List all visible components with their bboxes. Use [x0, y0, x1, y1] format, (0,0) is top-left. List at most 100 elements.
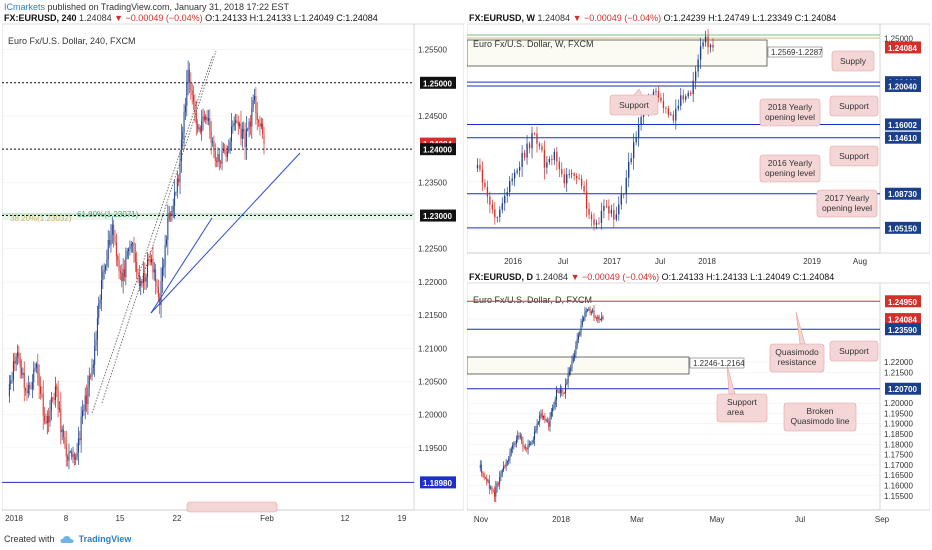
- price-tag-1.20700: 1.20700: [888, 385, 917, 394]
- weekly-chart[interactable]: 1.2569-1.2287 Euro Fx/U.S. Dollar, W, FX…: [467, 13, 930, 269]
- tradingview-brand[interactable]: TradingView: [78, 533, 132, 544]
- candle-body: [579, 331, 581, 336]
- x-tick-label: Aug: [853, 257, 867, 266]
- candle-body: [128, 248, 130, 251]
- candle-body: [137, 271, 139, 275]
- daily-symbol: FX:EURUSD, D: [469, 272, 534, 282]
- candle-body: [190, 82, 192, 91]
- candle-body: [76, 452, 78, 458]
- svg-text:2018 Yearly: 2018 Yearly: [768, 102, 813, 112]
- price-tag-1.24000-bg: [420, 143, 456, 156]
- candle-body: [525, 446, 526, 449]
- candle-body: [105, 266, 107, 270]
- candle-body: [174, 192, 176, 206]
- callout-quasimodo-resistance: Quasimodo resistance: [769, 311, 825, 373]
- candle-body: [541, 413, 543, 418]
- candle-body: [170, 213, 172, 216]
- candle-body: [536, 133, 538, 144]
- x-tick-label: Jul: [558, 257, 568, 266]
- daily-chart-panel[interactable]: FX:EURUSD, D 1.24084 ▼ −0.00049 (−0.04%)…: [467, 272, 930, 525]
- price-tag-1.08730-bg: [885, 187, 921, 200]
- candle-body: [682, 95, 684, 100]
- candle-body: [75, 457, 77, 460]
- candle-body: [68, 451, 70, 461]
- x-tick-label: 2018: [698, 257, 716, 266]
- y-tick-label: 1.22500: [418, 245, 447, 254]
- candle-body: [489, 196, 491, 205]
- candle-body: [248, 121, 250, 130]
- candle-body: [165, 239, 167, 245]
- candle-body: [88, 375, 90, 387]
- published-text: published on TradingView.com, January 31…: [47, 2, 290, 12]
- candle-body: [628, 161, 630, 178]
- candle-body: [60, 408, 62, 433]
- candle-body: [15, 356, 17, 364]
- candle-body: [54, 386, 56, 401]
- trendline-inner[interactable]: [150, 217, 213, 314]
- candle-body: [123, 269, 125, 278]
- weekly-symbol-line: FX:EURUSD, W 1.24084 ▼ −0.00049 (−0.04%)…: [469, 13, 836, 23]
- candle-body: [712, 44, 714, 48]
- candle-body: [73, 454, 75, 460]
- weekly-chart-panel[interactable]: FX:EURUSD, W 1.24084 ▼ −0.00049 (−0.04%)…: [467, 13, 930, 269]
- candle-body: [563, 174, 565, 184]
- candle-body: [632, 142, 635, 159]
- candle-body: [532, 439, 534, 443]
- candle-body: [121, 272, 123, 282]
- x-tick-label: Jul: [655, 257, 665, 266]
- weekly-supply-zone[interactable]: [467, 39, 768, 67]
- candle-body: [224, 149, 226, 151]
- candle-body: [562, 392, 564, 394]
- candle-body: [40, 386, 42, 394]
- candle-body: [590, 214, 593, 220]
- candle-body: [29, 385, 31, 389]
- x-tick-label: Jul: [795, 515, 805, 524]
- candle-body: [625, 177, 627, 195]
- x-tick-label: 2016: [504, 257, 522, 266]
- candle-body: [217, 154, 219, 163]
- candle-body: [670, 114, 672, 116]
- candle-body: [72, 454, 74, 457]
- candle-body: [503, 466, 505, 471]
- daily-support-area-zone[interactable]: [467, 356, 690, 375]
- h4-chart[interactable]: Euro Fx/U.S. Dollar, 240, FXCM 38.20%(1.…: [2, 13, 464, 525]
- candle-body: [513, 443, 515, 446]
- candle-body: [640, 117, 642, 125]
- y-tick-label: 1.19500: [418, 444, 447, 453]
- candle-body: [19, 358, 21, 368]
- candle-body: [258, 119, 260, 123]
- candle-body: [239, 123, 241, 126]
- candle-body: [94, 345, 96, 365]
- candle-body: [251, 107, 253, 127]
- h4-chart-panel[interactable]: FX:EURUSD, 240 1.24084 ▼ −0.00049 (−0.04…: [2, 13, 464, 525]
- candle-body: [523, 152, 526, 158]
- candle-body: [100, 280, 102, 300]
- candle-body: [151, 258, 153, 263]
- daily-chart[interactable]: Euro Fx/U.S. Dollar, D, FXCM 1.2246-1.21…: [467, 272, 930, 525]
- candle-body: [119, 271, 121, 273]
- candle-body: [510, 448, 512, 453]
- daily-ohlc: O:1.24133 H:1.24133 L:1.24049 C:1.24084: [661, 272, 835, 282]
- candle-body: [554, 399, 556, 406]
- price-tag-1.16002: 1.16002: [888, 121, 917, 130]
- candle-body: [543, 416, 545, 418]
- svg-text:Quasimodo line: Quasimodo line: [790, 416, 849, 426]
- candle-body: [615, 214, 617, 220]
- candle-body: [206, 116, 208, 121]
- candle-body: [655, 91, 657, 92]
- price-tag-1.25000: 1.25000: [423, 79, 452, 88]
- candle-body: [697, 59, 699, 72]
- candle-body: [202, 116, 204, 122]
- y-tick-label: 1.22000: [418, 278, 447, 287]
- candle-body: [247, 129, 249, 130]
- trendline-support[interactable]: [150, 152, 301, 314]
- callout-broken-quasimodo: Broken Quasimodo line: [783, 402, 857, 432]
- candle-body: [205, 116, 207, 120]
- candle-body: [549, 416, 551, 427]
- h4-change: −0.00049 (−0.04%): [125, 13, 203, 23]
- candle-body: [81, 410, 83, 417]
- candle-body: [568, 174, 570, 175]
- daily-change: −0.00049 (−0.04%): [582, 272, 660, 282]
- candle-body: [675, 108, 677, 121]
- author-link[interactable]: ICmarkets: [4, 2, 46, 12]
